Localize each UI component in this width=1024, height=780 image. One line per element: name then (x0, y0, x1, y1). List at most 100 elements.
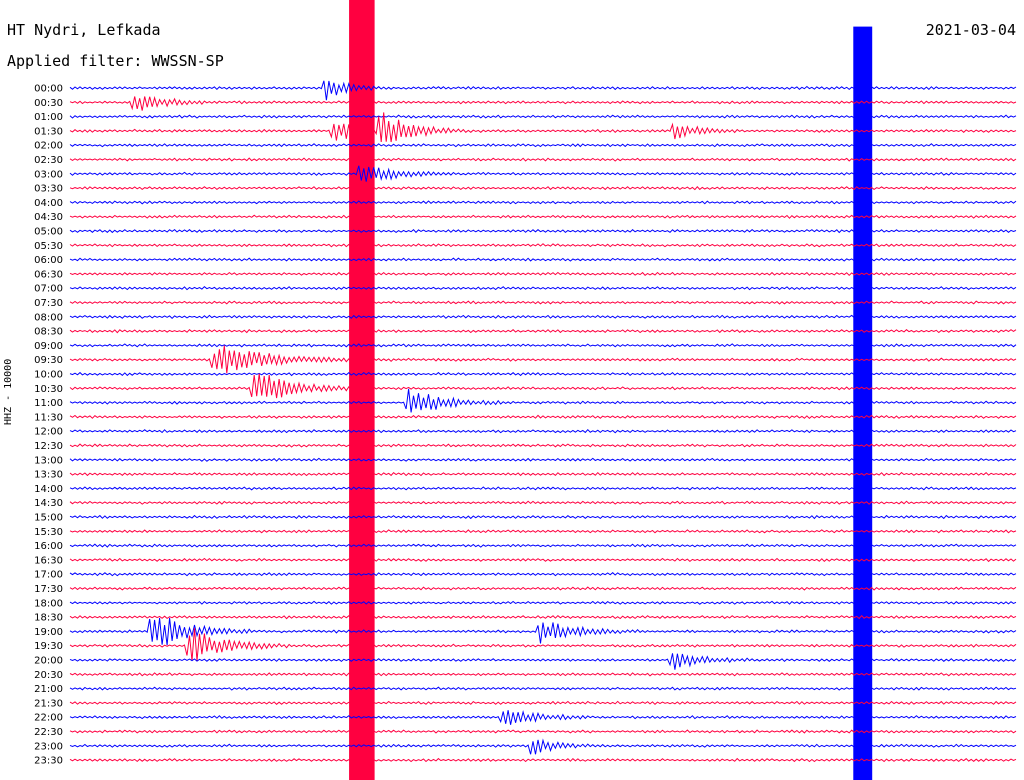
trace-time-label: 01:30 (34, 126, 63, 137)
trace-time-label: 04:00 (34, 198, 63, 209)
trace-time-label: 05:00 (34, 227, 63, 238)
seismic-trace (69, 600, 1017, 605)
trace-time-label: 11:30 (34, 412, 63, 423)
date-label: 2021-03-04 (925, 21, 1016, 39)
trace-time-label: 22:30 (34, 727, 63, 738)
seismic-trace (69, 314, 1017, 319)
trace-time-label: 10:00 (34, 370, 63, 381)
trace-time-label: 14:30 (34, 498, 63, 509)
seismic-trace (69, 709, 1017, 725)
trace-time-label: 23:00 (34, 741, 63, 752)
seismic-trace (69, 428, 1017, 434)
trace-time-label: 17:30 (34, 584, 63, 595)
seismic-trace (69, 557, 1017, 563)
trace-time-label: 21:30 (34, 698, 63, 709)
trace-time-label: 15:30 (34, 527, 63, 538)
seismic-trace (69, 214, 1017, 219)
seismic-trace (69, 373, 1017, 399)
trace-time-label: 02:00 (34, 141, 63, 152)
trace-time-label: 13:00 (34, 455, 63, 466)
trace-time-label: 03:00 (34, 169, 63, 180)
trace-time-label: 12:00 (34, 427, 63, 438)
trace-time-label: 20:30 (34, 670, 63, 681)
trace-time-label: 03:30 (34, 184, 63, 195)
seismic-trace (69, 500, 1017, 505)
trace-time-label: 22:00 (34, 713, 63, 724)
seismic-trace (69, 700, 1017, 705)
trace-time-label: 16:30 (34, 555, 63, 566)
trace-time-label: 16:00 (34, 541, 63, 552)
trace-time-label: 19:00 (34, 627, 63, 638)
seismic-trace (69, 586, 1017, 591)
trace-time-label: 09:00 (34, 341, 63, 352)
seismic-trace (69, 112, 1017, 143)
seismic-trace (69, 343, 1017, 348)
trace-time-label: 18:30 (34, 613, 63, 624)
filter-label: Applied filter: WWSSN-SP (7, 52, 224, 70)
trace-time-label: 19:30 (34, 641, 63, 652)
trace-time-label: 07:00 (34, 284, 63, 295)
trace-time-label: 11:00 (34, 398, 63, 409)
trace-time-label: 09:30 (34, 355, 63, 366)
trace-time-label: 14:00 (34, 484, 63, 495)
seismic-trace (69, 653, 1017, 670)
seismic-trace (69, 114, 1017, 119)
seismic-trace (69, 329, 1017, 334)
seismic-trace (69, 414, 1017, 419)
trace-time-label: 21:00 (34, 684, 63, 695)
trace-time-label: 10:30 (34, 384, 63, 395)
trace-time-label: 07:30 (34, 298, 63, 309)
seismic-trace (69, 443, 1017, 448)
seismic-trace (69, 388, 1017, 413)
trace-time-label: 15:00 (34, 513, 63, 524)
seismic-trace (69, 345, 1017, 374)
seismic-trace (69, 757, 1017, 763)
seismic-trace (69, 738, 1017, 755)
trace-time-label: 02:30 (34, 155, 63, 166)
trace-time-label: 13:30 (34, 470, 63, 481)
seismic-trace (69, 371, 1017, 377)
trace-time-label: 06:30 (34, 269, 63, 280)
seismic-trace (69, 543, 1017, 548)
trace-time-label: 05:30 (34, 241, 63, 252)
seismic-trace (69, 686, 1017, 691)
seismic-trace (69, 165, 1017, 182)
station-title: HT Nydri, Lefkada (7, 21, 161, 39)
seismic-trace (69, 157, 1017, 162)
seismic-trace (69, 457, 1017, 462)
trace-time-label: 04:30 (34, 212, 63, 223)
seismic-trace (69, 200, 1017, 205)
seismic-trace (69, 529, 1017, 534)
trace-time-label: 12:30 (34, 441, 63, 452)
seismic-trace (69, 286, 1017, 291)
seismic-trace (69, 617, 1017, 646)
seismic-trace (69, 672, 1017, 677)
trace-time-label: 00:00 (34, 84, 63, 95)
seismic-trace (69, 628, 1017, 661)
seismic-trace (69, 572, 1017, 577)
saturated-block-1 (853, 26, 873, 780)
trace-time-label: 00:30 (34, 98, 63, 109)
seismic-trace (69, 471, 1017, 477)
seismic-trace (69, 186, 1017, 191)
seismic-trace (69, 614, 1017, 620)
trace-time-label: 23:30 (34, 756, 63, 767)
seismic-trace (69, 300, 1017, 305)
trace-time-label: 18:00 (34, 598, 63, 609)
seismic-trace (69, 143, 1017, 148)
seismic-trace (69, 257, 1017, 262)
trace-time-label: 20:00 (34, 656, 63, 667)
trace-time-label: 08:30 (34, 327, 63, 338)
trace-time-label: 17:00 (34, 570, 63, 581)
seismic-trace (69, 95, 1017, 111)
seismic-trace (69, 514, 1017, 520)
seismic-trace (69, 271, 1017, 276)
trace-time-label: 01:00 (34, 112, 63, 123)
trace-time-label: 06:00 (34, 255, 63, 266)
seismic-trace (69, 243, 1017, 248)
seismic-trace (69, 228, 1017, 234)
trace-time-label: 08:00 (34, 312, 63, 323)
seismic-trace (69, 729, 1017, 734)
seismic-trace (69, 486, 1017, 491)
